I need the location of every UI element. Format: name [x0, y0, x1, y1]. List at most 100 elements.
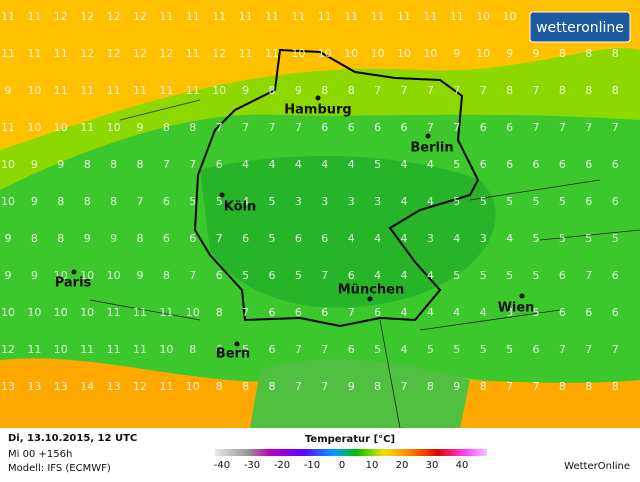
temperature: 5	[533, 269, 540, 282]
city-label: München	[338, 283, 404, 298]
temperature: 7	[453, 121, 460, 134]
temperature: 10	[27, 84, 41, 97]
temperature: 7	[559, 121, 566, 134]
temperature: 10	[344, 47, 358, 60]
temperature: 5	[612, 232, 619, 245]
temperature: 9	[5, 84, 12, 97]
temperature: 8	[559, 84, 566, 97]
temperature: 10	[212, 84, 226, 97]
temperature: 6	[585, 306, 592, 319]
temperature: 11	[80, 343, 94, 356]
city-label: Wien	[498, 301, 535, 316]
temperature: 4	[295, 158, 302, 171]
temperature: 6	[506, 158, 513, 171]
temperature: 10	[397, 47, 411, 60]
temperature: 5	[585, 232, 592, 245]
temperature: 9	[110, 232, 117, 245]
temperature: 4	[269, 158, 276, 171]
colorbar	[215, 449, 487, 456]
temperature: 11	[54, 84, 68, 97]
temperature: 8	[84, 158, 91, 171]
temperature: 7	[321, 269, 328, 282]
temperature: 8	[84, 195, 91, 208]
temperature: 4	[321, 158, 328, 171]
temperature: 8	[57, 232, 64, 245]
temperature: 7	[163, 158, 170, 171]
city-label: Bern	[216, 347, 250, 362]
temperature: 10	[54, 306, 68, 319]
temperature: 6	[559, 158, 566, 171]
temperature: 11	[80, 84, 94, 97]
temperature: 14	[80, 380, 94, 393]
temperature: 8	[216, 380, 223, 393]
temperature: 11	[265, 47, 279, 60]
temperature: 10	[476, 47, 490, 60]
temperature: 6	[612, 269, 619, 282]
temperature: 10	[54, 121, 68, 134]
temperature: 9	[84, 232, 91, 245]
temperature: 7	[401, 380, 408, 393]
temperature: 11	[212, 10, 226, 23]
temperature: 7	[559, 343, 566, 356]
cities: Hamburg Berlin Köln Paris München Wien Bern	[55, 95, 535, 362]
temperature: 6	[216, 269, 223, 282]
temperature: 3	[374, 195, 381, 208]
temperature: 12	[159, 47, 173, 60]
temperature: 11	[450, 10, 464, 23]
temperature: 6	[559, 306, 566, 319]
temperature: 8	[585, 47, 592, 60]
temperature: 10	[107, 269, 121, 282]
temperature: 7	[585, 269, 592, 282]
temperature: 5	[374, 343, 381, 356]
temperature: 7	[533, 380, 540, 393]
temperature: 6	[506, 121, 513, 134]
temperature: 4	[401, 195, 408, 208]
temperature: 6	[269, 269, 276, 282]
temperature: 5	[453, 195, 460, 208]
temperature: 7	[427, 84, 434, 97]
temperature: 9	[295, 84, 302, 97]
brand: WetterOnline	[564, 461, 630, 472]
temperature: 11	[133, 343, 147, 356]
temperature: 11	[186, 10, 200, 23]
temperature: 4	[480, 306, 487, 319]
temperature: 10	[186, 380, 200, 393]
temperature: 6	[612, 158, 619, 171]
temperature: 4	[427, 158, 434, 171]
temperature: 8	[374, 380, 381, 393]
temperature: 8	[137, 158, 144, 171]
city-dot	[425, 133, 431, 139]
temperature: 10	[54, 343, 68, 356]
map-background	[0, 0, 640, 429]
temperature: 5	[242, 343, 249, 356]
temperature: 7	[401, 84, 408, 97]
temperature: 11	[80, 121, 94, 134]
temperature: 11	[239, 47, 253, 60]
temperature: 3	[427, 232, 434, 245]
temperature: 4	[401, 158, 408, 171]
temperature: 8	[506, 84, 513, 97]
temperature: 10	[1, 158, 15, 171]
temperature: 4	[453, 306, 460, 319]
temperature: 8	[612, 47, 619, 60]
temperature: 12	[133, 380, 147, 393]
temperature: 8	[216, 306, 223, 319]
temperature: 8	[559, 47, 566, 60]
legend-tick-label: 10	[366, 460, 379, 471]
temperature: 12	[133, 10, 147, 23]
temperature: 12	[107, 47, 121, 60]
temperature: 5	[242, 269, 249, 282]
temperature: 5	[189, 195, 196, 208]
temperature: 11	[265, 10, 279, 23]
temperature: 10	[54, 269, 68, 282]
temperature: 4	[348, 232, 355, 245]
temperature: 7	[321, 380, 328, 393]
date: Di, 13.10.2015, 12 UTC	[8, 433, 137, 444]
temperature: 12	[1, 343, 15, 356]
temperature: 9	[242, 84, 249, 97]
city-label: Hamburg	[284, 103, 351, 118]
temperature: 11	[133, 84, 147, 97]
temperature: 8	[612, 84, 619, 97]
temperature: 9	[137, 269, 144, 282]
